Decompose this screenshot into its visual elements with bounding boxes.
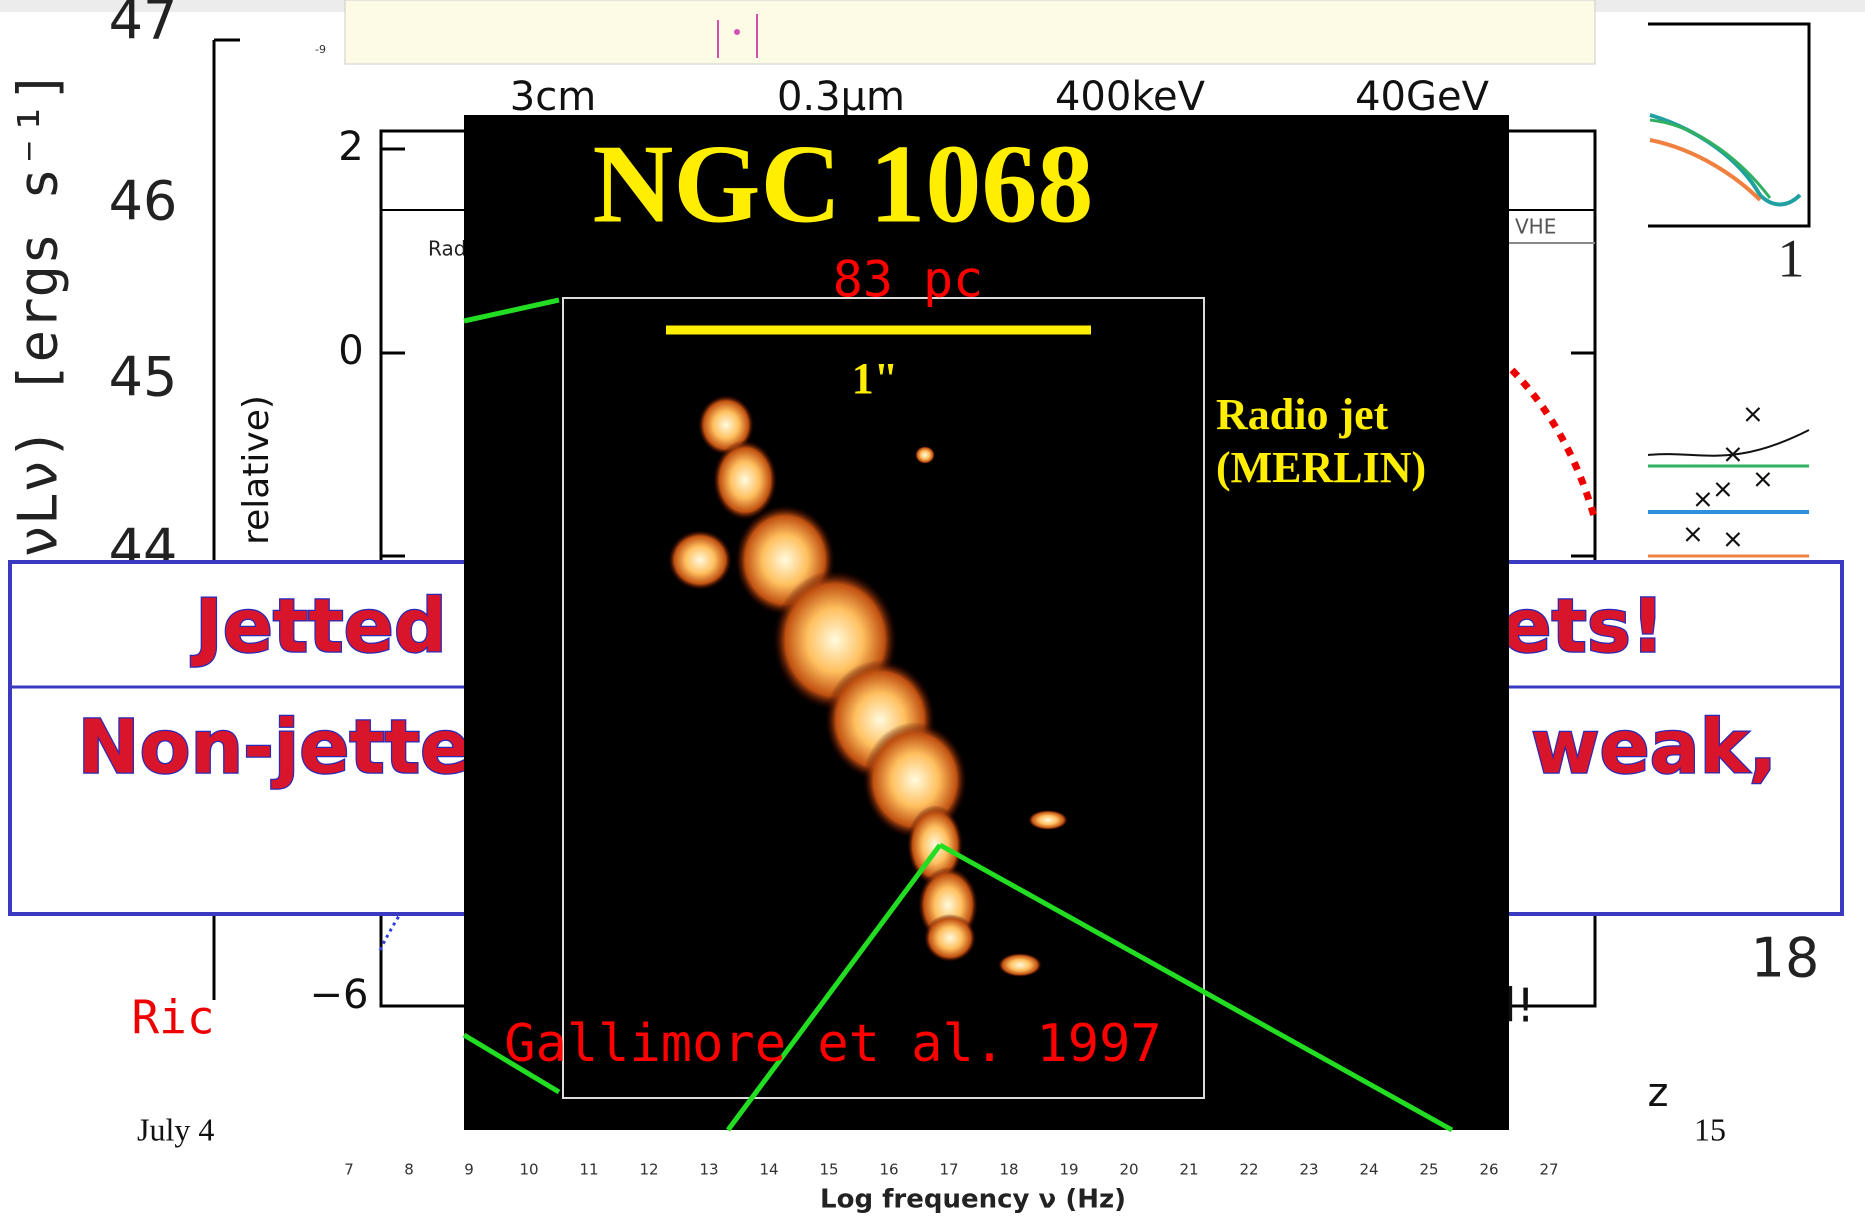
- banner-text: ets!: [1501, 584, 1664, 670]
- x-axis-label: Log frequency ν (Hz): [820, 1185, 1126, 1215]
- svg-text:×: ×: [1682, 520, 1704, 550]
- top-label: 40GeV: [1355, 74, 1490, 120]
- x-axis-label: z: [1648, 1070, 1669, 1116]
- annotation: Radio jet: [1216, 390, 1389, 439]
- x-tick-label: 18: [999, 1161, 1018, 1179]
- curve: [1650, 120, 1770, 198]
- top-chart-piece: [345, 0, 1595, 64]
- footer-date: July 4: [137, 1111, 214, 1147]
- top-label: 400keV: [1055, 74, 1206, 120]
- inset-title: NGC 1068: [593, 123, 1094, 247]
- svg-text:×: ×: [1752, 465, 1774, 495]
- scale-label: 83 pc: [833, 251, 984, 309]
- x-tick-label: 23: [1299, 1161, 1318, 1179]
- dotted-curve: [1512, 370, 1595, 520]
- angular-scale: 1": [852, 354, 898, 403]
- y-axis-label: relative): [236, 395, 277, 545]
- x-ticks: 7 8 9 10 11 12 13 14 15 16 17 18 19 20 21 22 23 24 25 26 27: [344, 1161, 1558, 1179]
- inset-image: [464, 115, 1509, 1130]
- banner-text: Jetted: [190, 584, 447, 670]
- x-tick-label: 7: [344, 1161, 354, 1179]
- x-tick-label: 27: [1539, 1161, 1558, 1179]
- top-label: 3cm: [510, 74, 596, 120]
- y-tick-label: 47: [109, 0, 178, 52]
- curve: [1650, 115, 1800, 204]
- svg-text:×: ×: [1722, 525, 1744, 555]
- slide: -9 47 46 45 44 (νLν) [ergs s⁻¹] ××××××× …: [0, 0, 1865, 1217]
- x-tick-label: 8: [404, 1161, 414, 1179]
- banner-text: weak,: [1531, 705, 1777, 791]
- crosses: ×××××××: [1682, 400, 1774, 555]
- y-tick-label: 2: [338, 124, 363, 170]
- x-tick-label: 20: [1119, 1161, 1138, 1179]
- x-tick-label: 22: [1239, 1161, 1258, 1179]
- page-number: 15: [1694, 1111, 1726, 1147]
- svg-text:×: ×: [1742, 400, 1764, 430]
- x-tick-label: 13: [699, 1161, 718, 1179]
- credit: Gallimore et al. 1997: [504, 1014, 1161, 1074]
- svg-text:×: ×: [1712, 475, 1734, 505]
- x-tick-label: 26: [1479, 1161, 1498, 1179]
- x-tick-label: 24: [1359, 1161, 1378, 1179]
- y-tick-label: 46: [109, 170, 178, 233]
- x-tick-label: 19: [1059, 1161, 1078, 1179]
- band-label: Rad: [428, 237, 466, 261]
- svg-text:×: ×: [1692, 485, 1714, 515]
- top-label: 0.3μm: [777, 74, 905, 120]
- y-tick-label: 0: [338, 328, 363, 374]
- x-tick-label: 17: [939, 1161, 958, 1179]
- x-tick-label: 9: [464, 1161, 474, 1179]
- band-label: VHE: [1515, 215, 1556, 239]
- x-tick-label: 15: [819, 1161, 838, 1179]
- x-tick-label: 16: [879, 1161, 898, 1179]
- x-tick-label: 11: [579, 1161, 598, 1179]
- svg-text:×: ×: [1722, 440, 1744, 470]
- annotation: (MERLIN): [1216, 443, 1426, 492]
- banner-text: Non-jette: [78, 705, 471, 791]
- x-tick-label: 21: [1179, 1161, 1198, 1179]
- x-tick-label: 14: [759, 1161, 778, 1179]
- y-tick-label: 45: [109, 346, 178, 409]
- caption: Ric: [131, 991, 214, 1045]
- x-tick-label: 18: [1751, 927, 1820, 990]
- x-tick-label: 25: [1419, 1161, 1438, 1179]
- right-tick: 1: [1778, 228, 1805, 288]
- y-tick-label: −6: [310, 972, 369, 1018]
- top-tick: -9: [315, 43, 326, 56]
- x-tick-label: 12: [639, 1161, 658, 1179]
- x-tick-label: 10: [519, 1161, 538, 1179]
- y-axis-label: (νLν) [ergs s⁻¹]: [7, 70, 70, 590]
